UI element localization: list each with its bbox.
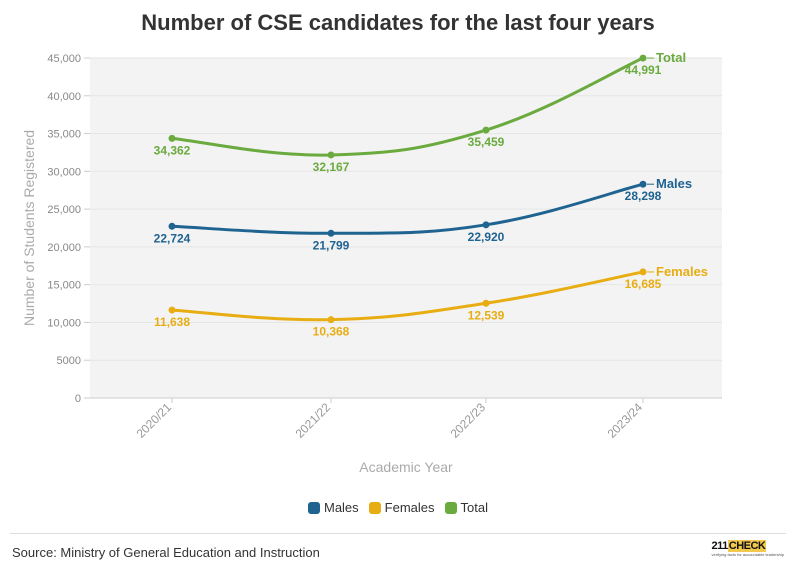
series-line-females xyxy=(170,270,645,322)
point-females xyxy=(168,306,176,314)
legend-swatch-females xyxy=(368,501,381,514)
footer-divider xyxy=(10,533,786,534)
point-males xyxy=(639,180,647,188)
legend-label-total: Total xyxy=(460,500,488,515)
point-total xyxy=(639,54,647,62)
legend-item-total[interactable]: Total xyxy=(444,500,488,515)
point-males xyxy=(482,221,490,229)
y-axis-title: Number of Students Registered xyxy=(21,130,37,326)
end-label-total: Total xyxy=(656,50,686,65)
legend: Males Females Total xyxy=(0,500,796,515)
legend-label-females: Females xyxy=(384,500,435,515)
point-males xyxy=(327,229,335,237)
point-males xyxy=(168,222,176,230)
data-label-males: 22,724 xyxy=(154,231,191,245)
data-label-males: 21,799 xyxy=(313,238,350,252)
x-axis-title: Academic Year xyxy=(359,459,453,475)
x-tick-label: 2023/24 xyxy=(605,400,646,441)
data-label-females: 16,685 xyxy=(625,277,662,291)
data-label-total: 34,362 xyxy=(154,143,191,157)
data-label-males: 28,298 xyxy=(625,189,662,203)
y-tick-label: 5000 xyxy=(57,355,81,367)
legend-item-males[interactable]: Males xyxy=(307,500,359,515)
y-tick-label: 10,000 xyxy=(47,317,81,329)
series-line-total xyxy=(170,56,645,157)
x-tick-label: 2020/21 xyxy=(134,400,175,441)
chart-title: Number of CSE candidates for the last fo… xyxy=(141,10,655,35)
legend-label-males: Males xyxy=(323,500,359,515)
point-females xyxy=(327,316,335,324)
y-tick-label: 40,000 xyxy=(47,91,81,103)
legend-item-females[interactable]: Females xyxy=(368,500,435,515)
y-tick-label: 35,000 xyxy=(47,129,81,141)
legend-swatch-males xyxy=(307,501,320,514)
point-total xyxy=(168,134,176,142)
end-label-females: Females xyxy=(656,264,708,279)
y-tick-label: 30,000 xyxy=(47,166,81,178)
data-label-females: 10,368 xyxy=(313,325,350,339)
x-tick-label: 2021/22 xyxy=(293,400,334,441)
series-line-males xyxy=(170,182,645,235)
point-total xyxy=(327,151,335,159)
y-tick-label: 15,000 xyxy=(47,280,81,292)
data-label-total: 44,991 xyxy=(625,63,662,77)
data-label-males: 22,920 xyxy=(468,230,505,244)
legend-swatch-total xyxy=(444,501,457,514)
source-note: Source: Ministry of General Education an… xyxy=(12,545,320,560)
y-tick-label: 25,000 xyxy=(47,204,81,216)
data-label-total: 32,167 xyxy=(313,160,350,174)
data-label-total: 35,459 xyxy=(468,135,505,149)
end-label-males: Males xyxy=(656,176,692,191)
point-total xyxy=(482,126,490,134)
y-tick-label: 20,000 xyxy=(47,242,81,254)
line-chart: 0 5000 10,000 15,000 20,000 25,000 30,000 35,00… xyxy=(21,50,722,475)
y-tick-label: 0 xyxy=(75,393,81,405)
x-tick-label: 2022/23 xyxy=(448,400,489,441)
point-females xyxy=(482,299,490,307)
point-females xyxy=(639,268,647,276)
y-tick-label: 45,000 xyxy=(47,53,81,65)
data-label-females: 12,539 xyxy=(468,308,505,322)
211check-logo: 211CHECK verifying facts for accountable… xyxy=(711,540,784,557)
data-label-females: 11,638 xyxy=(154,315,190,329)
